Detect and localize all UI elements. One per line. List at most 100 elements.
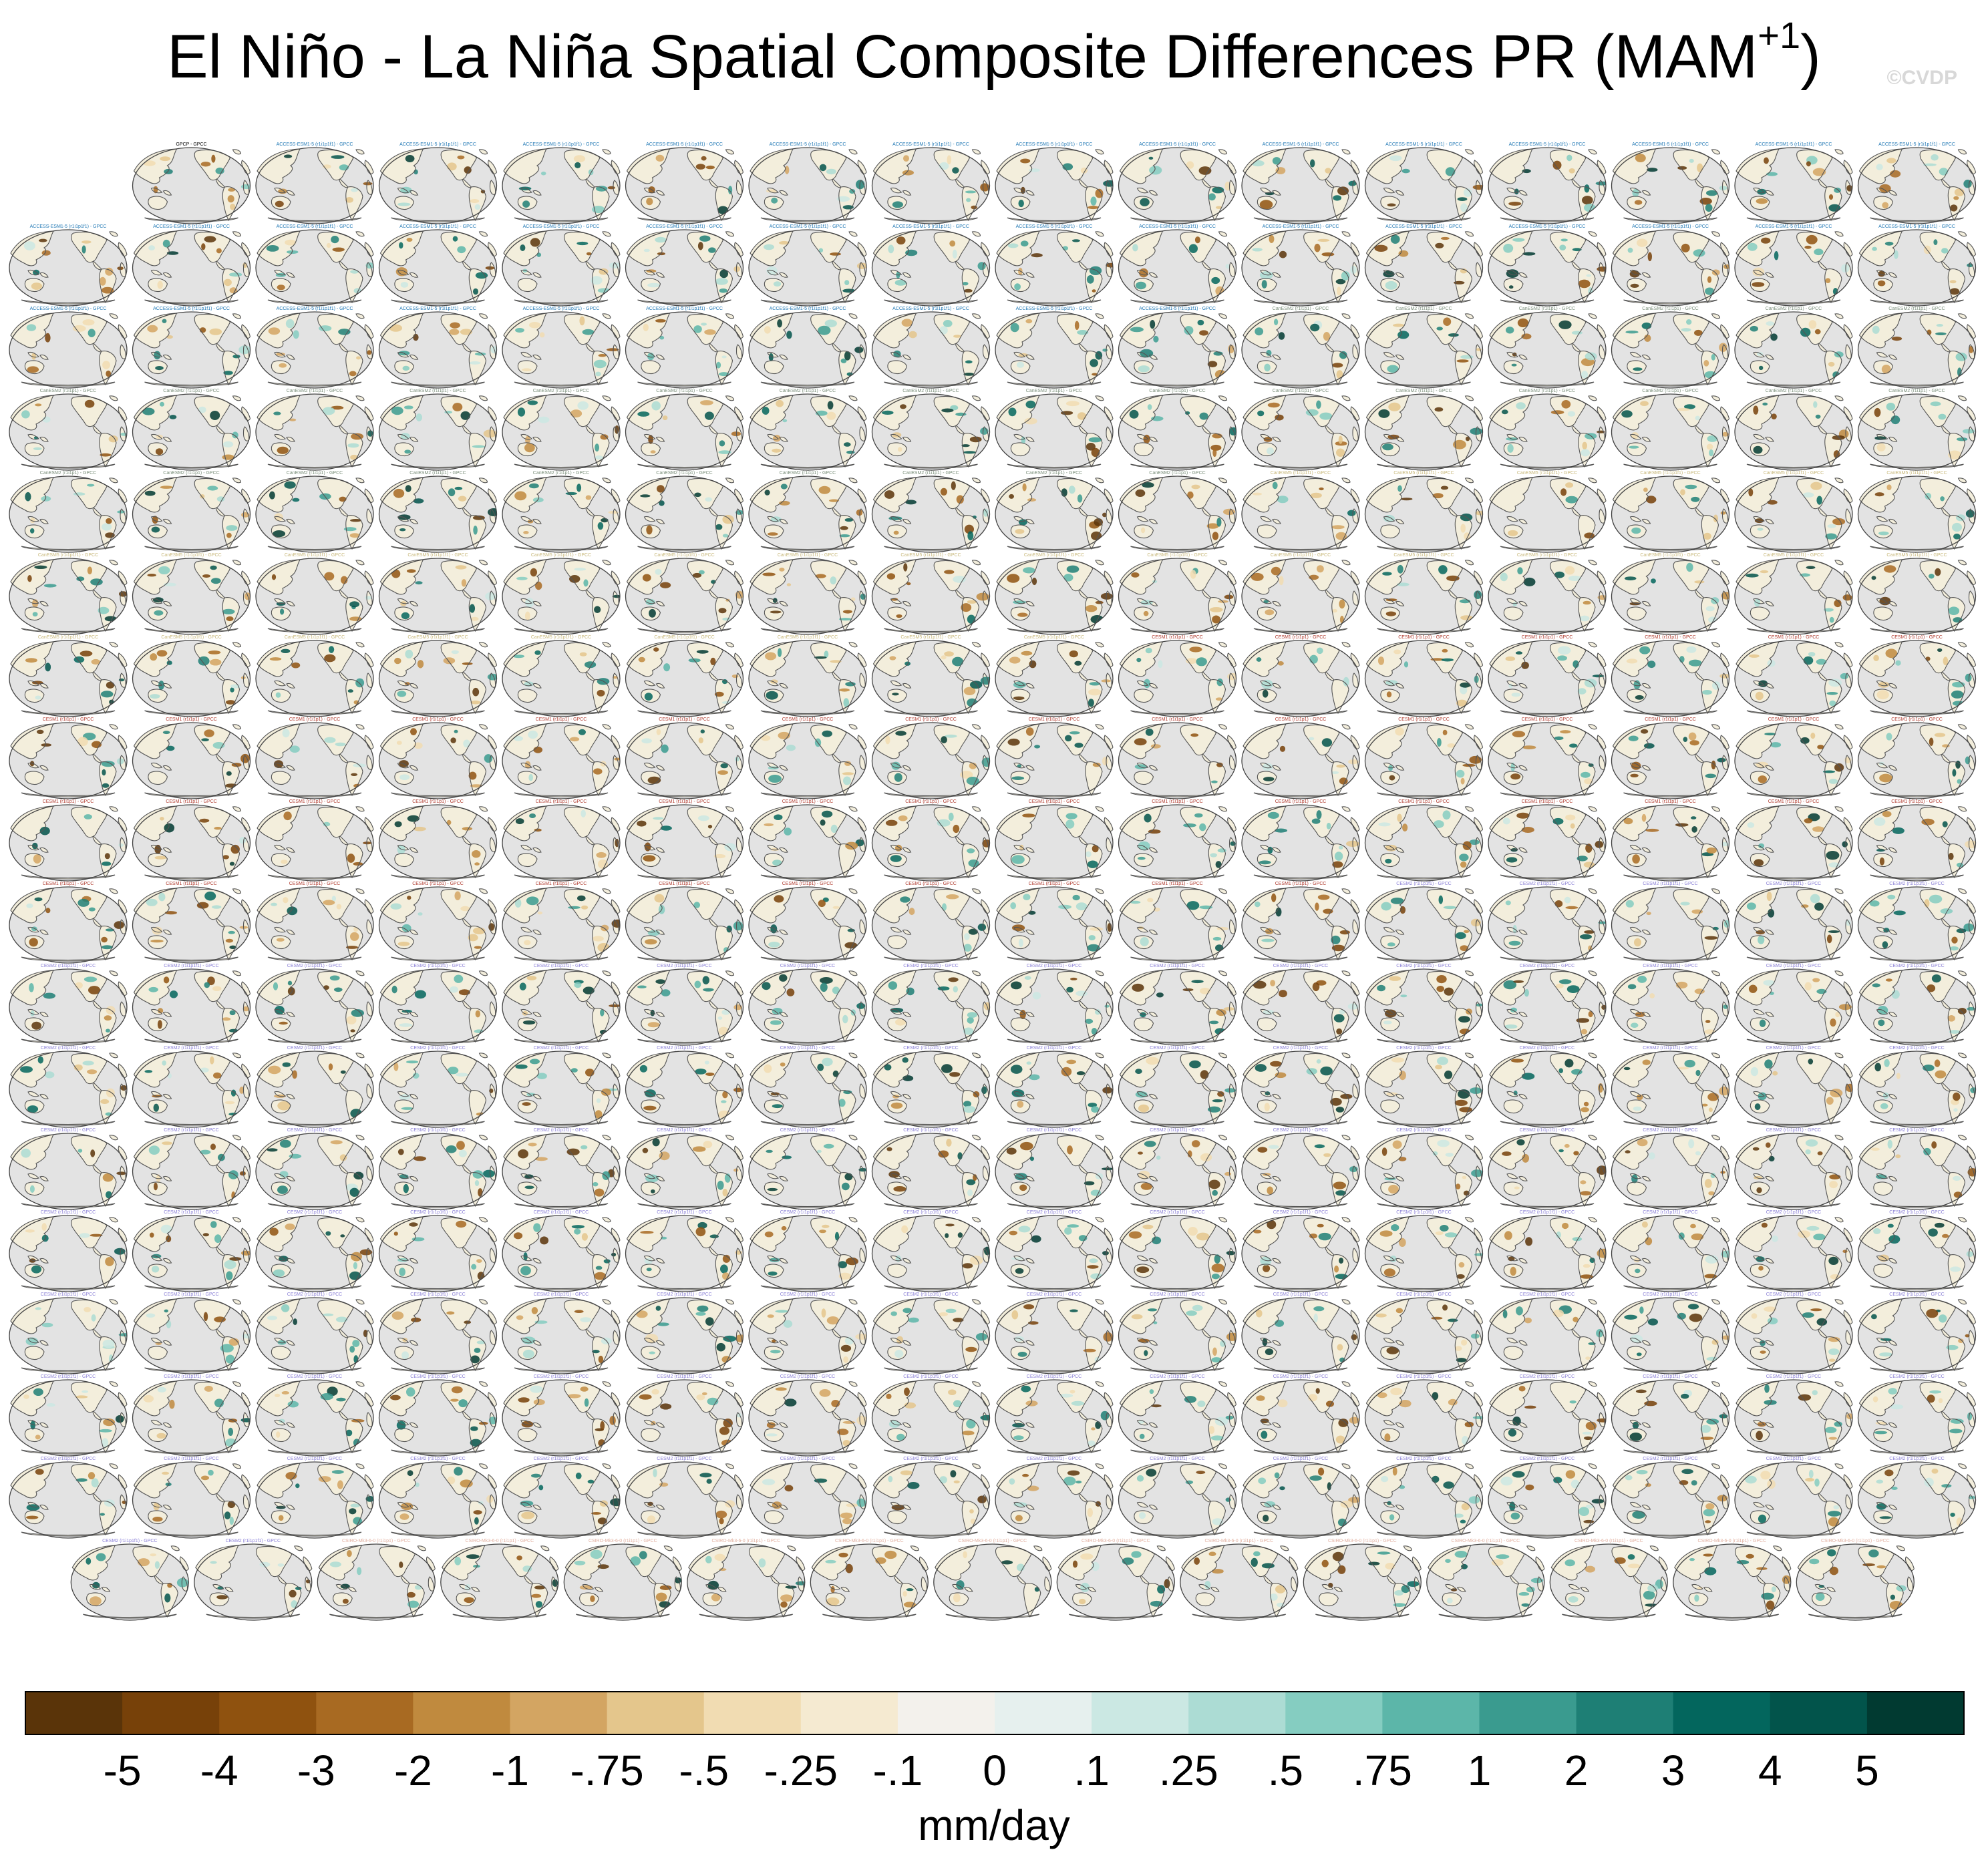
anomaly-patch — [1813, 401, 1818, 408]
anomaly-patch — [1568, 168, 1575, 174]
anomaly-patch — [1938, 1398, 1943, 1404]
anomaly-patch — [717, 1180, 724, 1190]
map-panel: CanESM2 (r1i1p1) - GPCC — [1241, 389, 1360, 471]
anomaly-patch — [1158, 660, 1163, 669]
map-panel: CESM2 (r1i1p1f1) - GPCC — [1118, 1457, 1237, 1539]
anomaly-patch — [832, 906, 840, 909]
anomaly-patch — [1884, 1059, 1890, 1067]
anomaly-layer — [1007, 239, 1113, 293]
panel-label: CESM1 (r1i1p1) - GPCC — [1398, 635, 1450, 640]
anomaly-patch — [278, 1515, 284, 1521]
anomaly-patch — [1065, 735, 1072, 742]
anomaly-patch — [1461, 1339, 1468, 1346]
panel-label: CESM2 (r1i1p1f1) - GPCC — [1889, 882, 1944, 886]
panel-label: CESM2 (r1i1p1f1) - GPCC — [903, 1374, 958, 1379]
anomaly-patch — [706, 1479, 712, 1484]
anomaly-patch — [766, 1149, 773, 1153]
anomaly-patch — [1379, 1230, 1393, 1237]
anomaly-patch — [202, 574, 210, 578]
map-panel: CESM2 (r1i1p1f1) - GPCC — [995, 1374, 1114, 1457]
anomaly-patch — [271, 902, 277, 906]
anomaly-patch — [1691, 496, 1700, 502]
anomaly-patch — [347, 443, 359, 448]
anomaly-patch — [1022, 483, 1027, 492]
panel-label: CESM2 (r1i1p1f1) - GPCC — [657, 1292, 711, 1297]
anomaly-patch — [766, 1433, 778, 1437]
anomaly-patch — [1550, 410, 1564, 415]
anomaly-patch — [593, 359, 607, 369]
anomaly-patch — [35, 1469, 44, 1475]
anomaly-patch — [900, 404, 906, 409]
anomaly-patch — [100, 453, 112, 457]
anomaly-patch — [1808, 320, 1817, 329]
anomaly-patch — [963, 451, 977, 454]
anomaly-patch — [457, 246, 466, 254]
anomaly-patch — [1470, 1333, 1480, 1339]
anomaly-patch — [1706, 443, 1713, 450]
anomaly-patch — [1460, 861, 1467, 868]
anomaly-patch — [114, 921, 124, 929]
panel-label: CSIRO-Mk3-6-0 (r1i1p1) - GPCC — [1697, 1539, 1766, 1543]
anomaly-patch — [612, 594, 620, 598]
anomaly-patch — [84, 399, 95, 408]
anomaly-patch — [1521, 1073, 1535, 1080]
globe-outline — [9, 558, 128, 635]
anomaly-patch — [946, 1139, 952, 1147]
anomaly-patch — [524, 611, 530, 620]
anomaly-patch — [844, 442, 851, 447]
anomaly-patch — [517, 407, 526, 417]
anomaly-patch — [1072, 1560, 1078, 1568]
anomaly-patch — [90, 1596, 102, 1606]
anomaly-patch — [349, 371, 357, 377]
anomaly-patch — [766, 691, 778, 700]
panel-label: CESM1 (r1i1p1) - GPCC — [1275, 635, 1327, 640]
map-panel: ACCESS-ESM1-5 (r1i1p1f1) - GPCC — [378, 224, 498, 307]
map-panel: CanESM5 (r1i1p1f1) - GPCC — [625, 553, 744, 635]
panel-label: ACCESS-ESM1-5 (r1i1p1f1) - GPCC — [523, 224, 600, 229]
anomaly-patch — [1225, 1497, 1231, 1502]
anomaly-patch — [1212, 448, 1217, 457]
anomaly-patch — [34, 565, 47, 569]
map-panel: CESM2 (r1i1p1f1) - GPCC — [1364, 1128, 1484, 1210]
anomaly-patch — [1192, 1304, 1203, 1312]
anomaly-patch — [278, 1419, 285, 1423]
panel-label: CESM2 (r1i1p1f1) - GPCC — [1150, 1128, 1204, 1133]
anomaly-patch — [768, 353, 774, 361]
anomaly-patch — [1942, 1234, 1949, 1238]
anomaly-patch — [1435, 1065, 1442, 1070]
map-panel: CanESM5 (r1i1p1f1) - GPCC — [378, 553, 498, 635]
panel-label: CESM2 (r1i1p1f1) - GPCC — [1766, 1374, 1821, 1379]
map-panel: CESM2 (r1i1p1f1) - GPCC — [1857, 1210, 1977, 1292]
globe-outline — [1734, 229, 1853, 307]
anomaly-patch — [1164, 1579, 1170, 1589]
anomaly-layer — [147, 319, 251, 375]
anomaly-patch — [643, 855, 656, 862]
anomaly-patch — [1829, 1181, 1838, 1189]
anomaly-patch — [1635, 695, 1644, 700]
anomaly-patch — [1686, 562, 1693, 572]
map-panel: CSIRO-Mk3-6-0 (r1i1p1) - GPCC — [687, 1539, 806, 1621]
panel-label: CESM2 (r1i1p1f1) - GPCC — [1396, 1292, 1451, 1297]
colorbar-tick-label: -2 — [394, 1746, 432, 1795]
globe-outline — [9, 311, 128, 389]
anomaly-patch — [1878, 531, 1889, 536]
anomaly-patch — [1001, 1560, 1013, 1565]
anomaly-patch — [642, 1147, 649, 1153]
anomaly-patch — [460, 1479, 473, 1488]
globe-outline — [748, 147, 867, 224]
panel-label: CESM2 (r1i1p1f1) - GPCC — [1027, 1128, 1082, 1133]
anomaly-patch — [1876, 1479, 1884, 1484]
anomaly-patch — [1829, 1566, 1838, 1575]
anomaly-patch — [1211, 276, 1220, 285]
anomaly-patch — [474, 1348, 481, 1353]
anomaly-patch — [269, 657, 282, 661]
anomaly-patch — [340, 1070, 346, 1074]
anomaly-patch — [1721, 1335, 1729, 1340]
panel-label: CESM2 (r1i1p1f1) - GPCC — [1889, 1374, 1944, 1379]
anomaly-patch — [474, 1517, 479, 1525]
anomaly-patch — [1719, 186, 1727, 191]
anomaly-patch — [731, 674, 739, 679]
anomaly-patch — [594, 1188, 605, 1197]
anomaly-patch — [1934, 1222, 1945, 1228]
anomaly-patch — [596, 186, 608, 192]
